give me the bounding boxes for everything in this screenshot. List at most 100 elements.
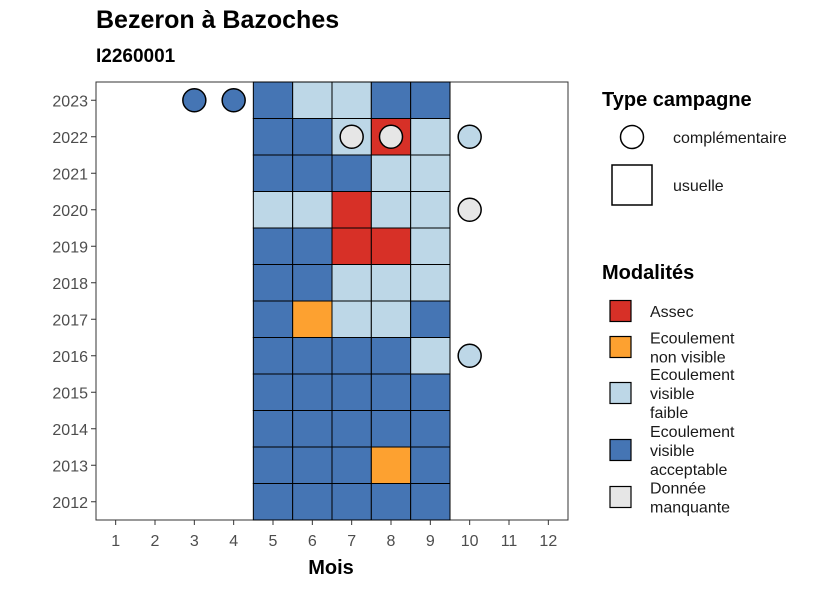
y-tick-label-2015: 2015 <box>52 385 88 402</box>
cell-2018-6 <box>292 264 333 302</box>
x-tick-label-8: 8 <box>387 533 396 550</box>
legend-modalite-key-ecoulement_visible_faible <box>609 381 632 405</box>
cell-2019-9 <box>410 227 451 265</box>
y-tick-label-2013: 2013 <box>52 458 88 475</box>
y-tick-label-2014: 2014 <box>52 422 88 439</box>
cell-2012-5 <box>252 483 294 521</box>
x-tick-label-4: 4 <box>229 533 238 550</box>
y-tick-label-2022: 2022 <box>52 130 88 147</box>
cell-2015-9 <box>410 373 451 411</box>
x-tick-label-2: 2 <box>151 533 160 550</box>
y-tick-label-2020: 2020 <box>52 203 88 220</box>
cell-2014-7 <box>331 410 372 448</box>
x-tick-label-10: 10 <box>461 533 479 550</box>
cell-2017-7 <box>331 300 372 338</box>
chart-title: Bezeron à Bazoches <box>96 6 340 34</box>
marker-2020-10 <box>457 197 482 222</box>
cell-2014-6 <box>292 410 333 448</box>
legend-campaign-key-usuelle <box>611 164 653 206</box>
cell-2021-6 <box>292 154 333 192</box>
legend-modalite-label-ecoulement_visible_faible: Ecoulement visible faible <box>650 367 735 422</box>
cell-2023-5 <box>252 81 294 119</box>
legend-modalite-label-donnee_manquante: Donnée manquante <box>650 481 730 517</box>
cell-2016-8 <box>370 337 412 375</box>
legend-modalites-title: Modalités <box>602 262 694 284</box>
cell-2022-5 <box>252 118 294 156</box>
marker-2022-8 <box>378 124 404 149</box>
marker-2022-7 <box>339 124 364 149</box>
cell-2022-9 <box>410 118 451 156</box>
circles-layer <box>182 88 482 368</box>
marker-2023-4 <box>221 88 246 113</box>
x-tick-label-6: 6 <box>308 533 317 550</box>
cell-2020-6 <box>292 191 333 229</box>
cell-2023-8 <box>370 81 412 119</box>
cell-2019-6 <box>292 227 333 265</box>
x-tick-label-12: 12 <box>539 533 557 550</box>
cell-2020-9 <box>410 191 451 229</box>
legend-modalite-label-ecoulement_non_visible: Ecoulement non visible <box>650 331 735 367</box>
cell-2019-5 <box>252 227 294 265</box>
legend-campaign-label-complementaire: complémentaire <box>673 130 787 147</box>
cell-2022-6 <box>292 118 333 156</box>
cell-2020-5 <box>252 191 294 229</box>
y-tick-label-2018: 2018 <box>52 276 88 293</box>
cell-2017-5 <box>252 300 294 338</box>
cell-2015-5 <box>252 373 294 411</box>
x-tick-label-9: 9 <box>426 533 435 550</box>
cell-2016-7 <box>331 337 372 375</box>
x-tick-label-1: 1 <box>111 533 120 550</box>
cell-2012-8 <box>370 483 412 521</box>
cell-2012-7 <box>331 483 372 521</box>
legend-modalite-key-assec <box>609 299 632 323</box>
cell-2020-7 <box>331 191 372 229</box>
chart-subtitle: I2260001 <box>96 46 176 67</box>
cell-2014-5 <box>252 410 294 448</box>
cell-2021-9 <box>410 154 451 192</box>
cell-2021-5 <box>252 154 294 192</box>
cell-2018-8 <box>370 264 412 302</box>
legend-modalite-key-ecoulement_non_visible <box>609 335 632 359</box>
cell-2014-8 <box>370 410 412 448</box>
cell-2016-5 <box>252 337 294 375</box>
cells-layer <box>252 81 451 521</box>
marker-2023-3 <box>182 88 207 113</box>
legend-modalite-label-ecoulement_visible_acceptable: Ecoulement visible acceptable <box>650 424 735 479</box>
y-tick-label-2017: 2017 <box>52 312 88 329</box>
cell-2019-8 <box>370 227 412 265</box>
x-tick-label-3: 3 <box>190 533 199 550</box>
cell-2023-7 <box>331 81 372 119</box>
cell-2017-6 <box>292 300 333 338</box>
cell-2021-8 <box>370 154 412 192</box>
cell-2013-8 <box>370 446 412 484</box>
y-tick-label-2023: 2023 <box>52 93 88 110</box>
cell-2023-6 <box>292 81 333 119</box>
cell-2013-6 <box>292 446 333 484</box>
legend-modalite-key-ecoulement_visible_acceptable <box>609 438 632 462</box>
cell-2018-5 <box>252 264 294 302</box>
cell-2019-7 <box>331 227 372 265</box>
cell-2015-6 <box>292 373 333 411</box>
legend-campaign-title: Type campagne <box>602 89 752 111</box>
cell-2014-9 <box>410 410 451 448</box>
legend-modalite-label-assec: Assec <box>650 304 694 321</box>
x-tick-label-5: 5 <box>269 533 278 550</box>
x-tick-label-11: 11 <box>501 533 518 550</box>
marker-2022-10 <box>457 124 482 149</box>
cell-2018-9 <box>410 264 451 302</box>
cell-2015-7 <box>331 373 372 411</box>
y-tick-label-2016: 2016 <box>52 349 88 366</box>
cell-2012-6 <box>292 483 333 521</box>
legend-campaign: Type campagne complémentaire usuelle <box>602 89 787 206</box>
cell-2013-9 <box>410 446 451 484</box>
y-axis: 2012 2013 2014 2015 2016 2017 2018 2019 2020 2021… <box>52 93 96 512</box>
cell-2015-8 <box>370 373 412 411</box>
cell-2012-9 <box>410 483 451 521</box>
x-tick-label-7: 7 <box>347 533 356 550</box>
marker-2016-10 <box>457 343 482 368</box>
y-tick-label-2012: 2012 <box>52 495 88 512</box>
cell-2017-8 <box>370 300 412 338</box>
cell-2013-7 <box>331 446 372 484</box>
